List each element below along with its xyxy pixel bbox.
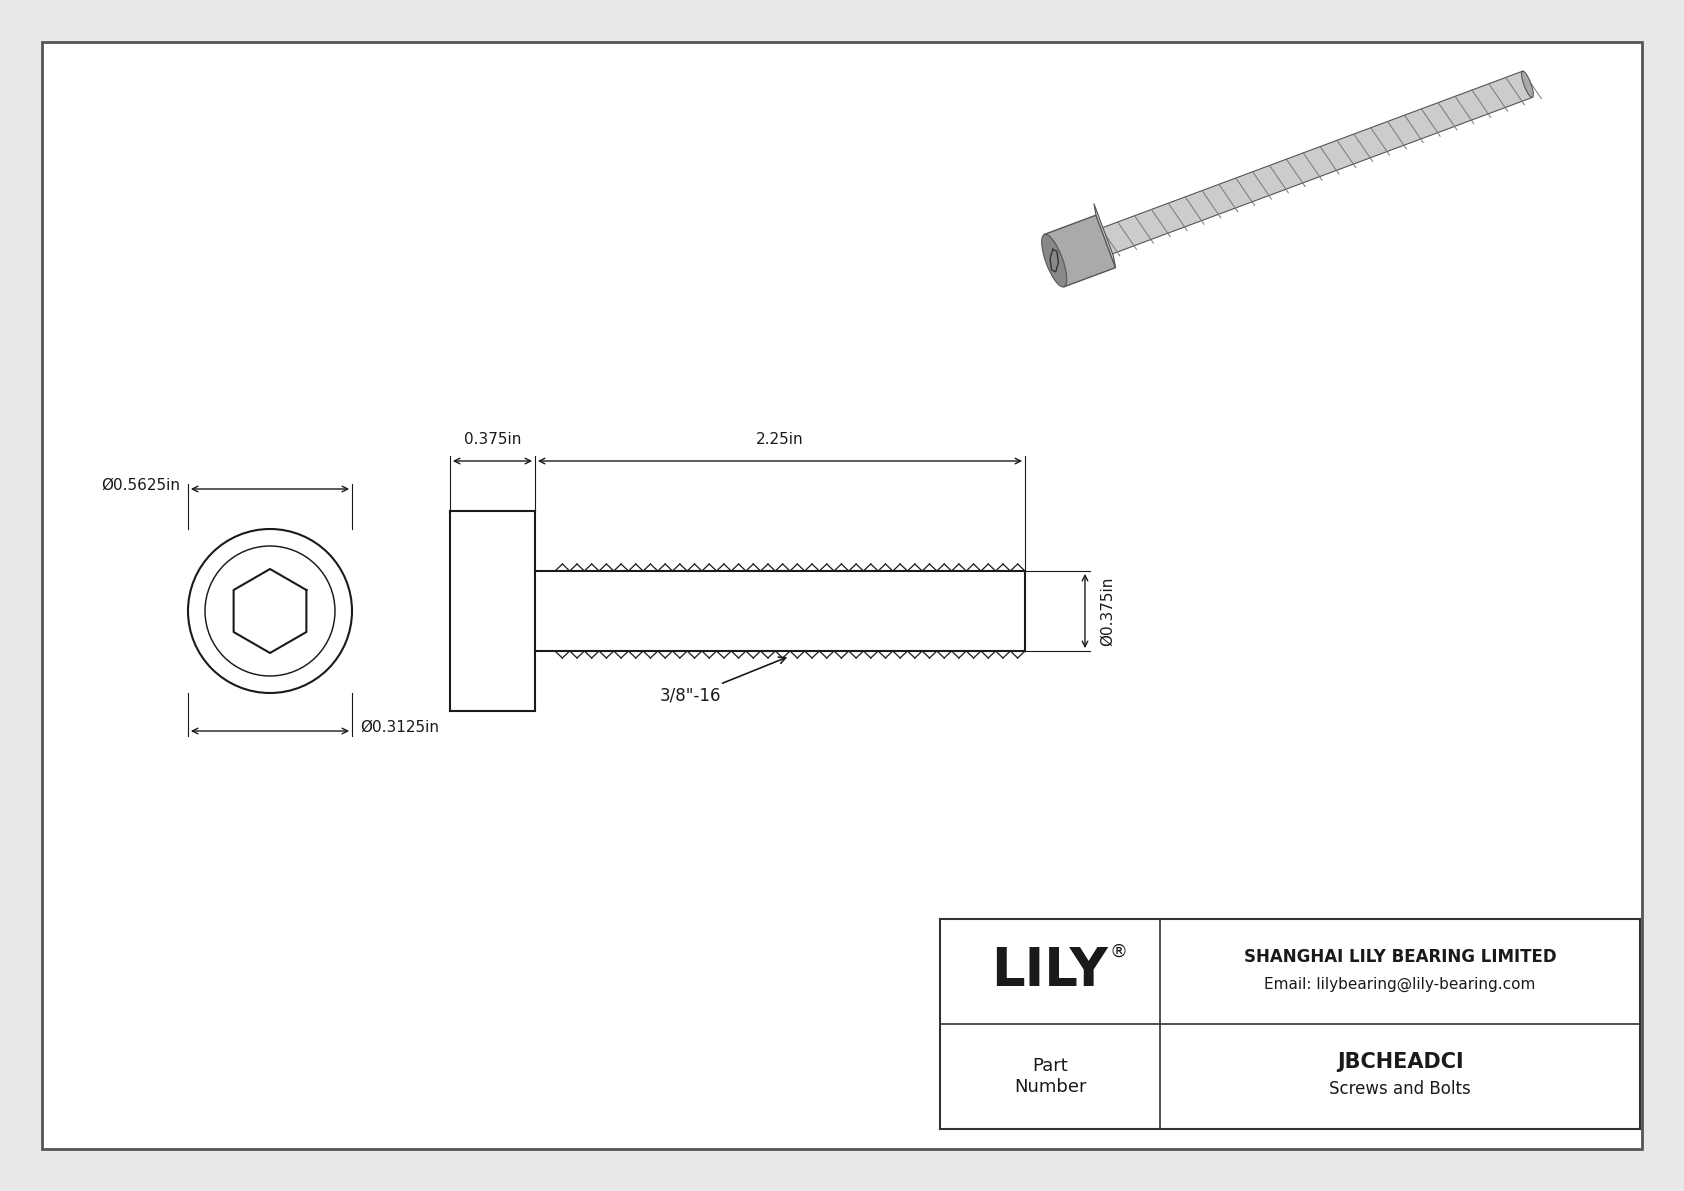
- Ellipse shape: [1522, 71, 1534, 98]
- Text: Ø0.5625in: Ø0.5625in: [101, 478, 180, 493]
- Text: 0.375in: 0.375in: [463, 432, 520, 447]
- Text: Part
Number: Part Number: [1014, 1058, 1086, 1096]
- Text: Ø0.375in: Ø0.375in: [1100, 576, 1115, 646]
- Bar: [940, 919, 1640, 1129]
- Text: Ø0.3125in: Ø0.3125in: [360, 719, 440, 735]
- Text: ®: ®: [1110, 942, 1127, 960]
- Polygon shape: [1044, 216, 1115, 287]
- Polygon shape: [1101, 71, 1532, 255]
- Text: LILY: LILY: [992, 946, 1108, 998]
- Text: Email: lilybearing@lily-bearing.com: Email: lilybearing@lily-bearing.com: [1265, 977, 1536, 992]
- Text: 3/8"-16: 3/8"-16: [660, 657, 786, 705]
- Ellipse shape: [1042, 235, 1066, 287]
- Text: JBCHEADCI: JBCHEADCI: [1337, 1053, 1463, 1073]
- Polygon shape: [1095, 204, 1115, 268]
- Text: Screws and Bolts: Screws and Bolts: [1329, 1080, 1470, 1098]
- Text: 2.25in: 2.25in: [756, 432, 803, 447]
- Text: SHANGHAI LILY BEARING LIMITED: SHANGHAI LILY BEARING LIMITED: [1244, 948, 1556, 966]
